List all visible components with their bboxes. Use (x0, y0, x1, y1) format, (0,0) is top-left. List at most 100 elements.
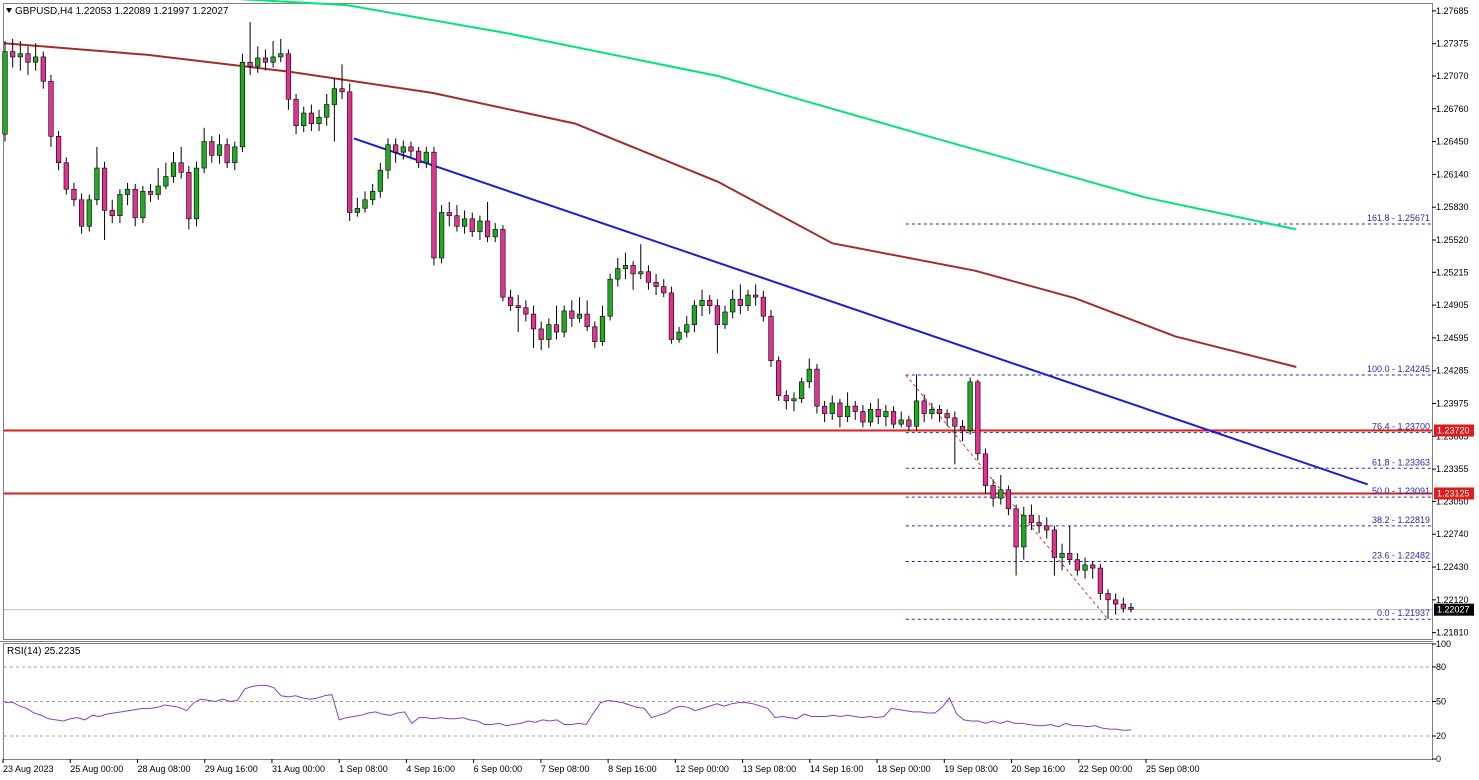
x-tick-label: 4 Sep 16:00 (406, 764, 455, 774)
candle-body (446, 212, 452, 216)
candle-body (1120, 603, 1126, 609)
candle-body (507, 296, 514, 306)
fib-level-label: 161.8 - 1.25671 (1367, 213, 1430, 223)
x-tick-label: 22 Sep 00:00 (1079, 764, 1133, 774)
candle-body (431, 151, 437, 259)
x-tick-label: 12 Sep 00:00 (675, 764, 729, 774)
trendline (353, 137, 1369, 486)
candle-body (416, 150, 422, 164)
candle-body (408, 146, 414, 152)
candle-body (170, 162, 177, 177)
candle-body (952, 417, 958, 427)
candle-body (936, 409, 943, 414)
candle-body (607, 278, 613, 317)
candle-body (86, 199, 92, 227)
candle-body (1113, 599, 1119, 605)
candle-body (929, 409, 935, 414)
price-tag-bg (1434, 424, 1474, 437)
candle-body (1051, 529, 1057, 558)
candle-body (561, 310, 567, 333)
candle-body (1021, 514, 1027, 548)
candle-body (768, 315, 774, 361)
candle-body (484, 220, 491, 238)
candle-body (998, 489, 1004, 499)
candle-body (1036, 522, 1042, 527)
price-tag-label: 1.23720 (1437, 426, 1470, 436)
candle-body (400, 146, 406, 153)
candle-body (232, 146, 238, 164)
candle-body (707, 300, 713, 306)
candle-body (1105, 593, 1111, 601)
candle-body (124, 188, 131, 195)
candle-body (101, 167, 108, 211)
main-series-layer: 161.8 - 1.25671 100.0 - 1.24245 76.4 - 1.2… (2, 0, 1432, 620)
candle-body (33, 56, 39, 63)
candle-body (676, 331, 682, 340)
candle-body (799, 381, 805, 400)
candle-body (147, 191, 154, 195)
candle-body (301, 112, 307, 127)
y-tick-label: 1.23975 (1436, 399, 1469, 409)
candle-body (216, 144, 223, 156)
candle-body (921, 400, 927, 414)
x-tick-label: 23 Aug 2023 (3, 764, 54, 774)
candle-body (791, 398, 797, 402)
candle-body (71, 188, 77, 201)
candle-body (684, 324, 690, 333)
candle-body (255, 57, 261, 67)
candle-body (814, 368, 820, 407)
y-tick-label: 1.27070 (1436, 71, 1469, 81)
candle-body (714, 305, 720, 325)
candle-body (584, 313, 590, 328)
fib-level-label: 38.2 - 1.22819 (1372, 515, 1430, 525)
candle-body (822, 405, 828, 414)
rsi-line (4, 684, 1132, 731)
x-tick-label: 14 Sep 16:00 (810, 764, 864, 774)
collapse-arrow-icon[interactable] (6, 8, 12, 13)
y-tick-label: 1.22740 (1436, 529, 1469, 539)
candle-body (117, 194, 123, 216)
candle-body (668, 292, 675, 340)
fib-level-label: 61.8 - 1.23363 (1372, 457, 1430, 467)
moving-average-line (237, 0, 1297, 231)
candle-body (913, 400, 920, 427)
candle-body (783, 395, 789, 402)
candle-body (837, 402, 843, 418)
candle-body (439, 212, 445, 259)
y-tick-label: 1.27375 (1436, 39, 1469, 49)
y-tick-label: 1.26760 (1436, 104, 1469, 114)
candle-body (247, 61, 253, 67)
chart-header: GBPUSD,H4 1.22053 1.22089 1.21997 1.2202… (15, 6, 229, 17)
candle-body (1013, 508, 1019, 548)
y-tick-label: 1.26450 (1436, 137, 1469, 147)
candle-body (454, 215, 460, 227)
candle-body (201, 141, 207, 169)
candle-body (140, 191, 146, 219)
candle-body (377, 169, 383, 192)
candle-body (94, 167, 100, 201)
candle-body (178, 162, 184, 173)
candle-body (737, 298, 743, 306)
candle-body (515, 305, 521, 309)
candle-body (393, 144, 399, 153)
candle-body (1097, 567, 1103, 594)
candle-body (806, 368, 812, 383)
x-tick-label: 6 Sep 00:00 (474, 764, 523, 774)
y-tick-label: 1.24595 (1436, 333, 1469, 343)
candle-body (423, 151, 429, 164)
fib-level-label: 100.0 - 1.24245 (1367, 364, 1430, 374)
candle-body (1082, 564, 1088, 571)
candle-body (262, 57, 269, 63)
candle-body (699, 300, 705, 306)
candle-body (339, 88, 345, 93)
candle-body (906, 419, 912, 427)
x-tick-label: 25 Aug 00:00 (70, 764, 123, 774)
candle-body (722, 311, 728, 325)
candle-body (1059, 552, 1065, 558)
candle-body (56, 135, 62, 164)
candle-body (638, 271, 644, 275)
candle-body (2, 51, 8, 135)
candle-body (653, 282, 659, 287)
candle-body (576, 313, 583, 319)
